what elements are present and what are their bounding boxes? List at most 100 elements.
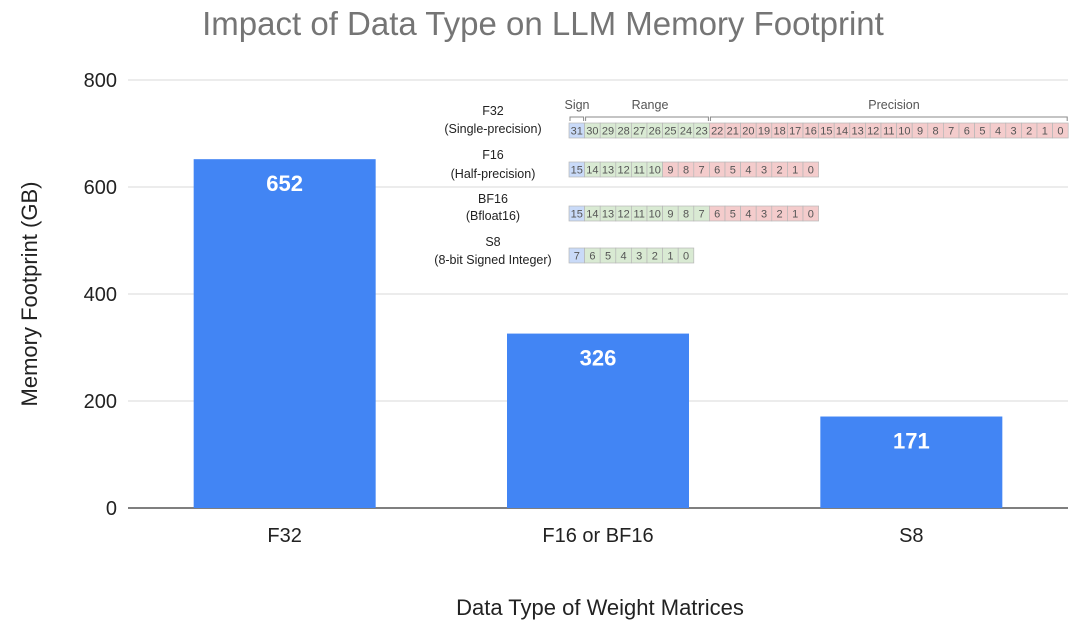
- bar-value-label: 652: [266, 171, 303, 196]
- bar: [193, 159, 376, 508]
- bit-number: 6: [714, 165, 720, 177]
- bit-number: 15: [571, 165, 583, 177]
- bit-number: 25: [664, 126, 676, 138]
- bit-number: 0: [808, 209, 814, 221]
- format-name: BF16: [478, 192, 508, 206]
- bit-number: 1: [667, 251, 673, 263]
- y-tick-label: 200: [84, 391, 117, 413]
- bit-number: 26: [649, 126, 661, 138]
- bit-number: 13: [602, 209, 614, 221]
- bit-number: 2: [777, 165, 783, 177]
- bit-number: 8: [683, 165, 689, 177]
- bit-number: 9: [667, 165, 673, 177]
- bit-number: 10: [649, 209, 661, 221]
- bit-number: 23: [695, 126, 707, 138]
- bit-number: 1: [792, 165, 798, 177]
- bit-number: 6: [589, 251, 595, 263]
- bit-number: 15: [571, 209, 583, 221]
- chart-title: Impact of Data Type on LLM Memory Footpr…: [202, 5, 884, 42]
- bit-number: 7: [699, 165, 705, 177]
- bit-number: 0: [808, 165, 814, 177]
- bit-number: 20: [742, 126, 754, 138]
- bit-number: 3: [1011, 126, 1017, 138]
- x-axis-categories: F32 F16 or BF16 S8: [267, 525, 923, 547]
- bit-cell: [1052, 122, 1069, 139]
- bit-number: 6: [964, 126, 970, 138]
- y-tick-label: 600: [84, 177, 117, 199]
- bit-number: 10: [898, 126, 910, 138]
- bit-number: 14: [836, 126, 848, 138]
- bit-number: 12: [867, 126, 879, 138]
- bit-number: 8: [933, 126, 939, 138]
- y-tick-label: 0: [106, 498, 117, 520]
- bit-number: 21: [727, 126, 739, 138]
- bit-number: 7: [699, 209, 705, 221]
- bit-number: 5: [730, 165, 736, 177]
- format-name: F16: [482, 148, 504, 162]
- bit-number: 4: [745, 165, 751, 177]
- y-tick-label: 800: [84, 70, 117, 92]
- bit-number: 15: [820, 126, 832, 138]
- bit-number: 8: [683, 209, 689, 221]
- bit-number: 30: [586, 126, 598, 138]
- x-axis-title: Data Type of Weight Matrices: [456, 595, 744, 620]
- bit-number: 7: [948, 126, 954, 138]
- bit-number: 4: [621, 251, 627, 263]
- bit-number: 11: [633, 165, 644, 177]
- bit-number: 1: [1042, 126, 1048, 138]
- y-axis-title: Memory Footprint (GB): [17, 182, 42, 407]
- bit-number: 4: [745, 209, 751, 221]
- bit-number: 13: [602, 165, 614, 177]
- y-axis-ticks: 0 200 400 600 800: [84, 70, 117, 520]
- bit-number: 0: [683, 251, 689, 263]
- format-subname: (Bfloat16): [466, 209, 520, 223]
- bit-number: 19: [758, 126, 770, 138]
- bit-number: 14: [586, 165, 598, 177]
- bit-number: 10: [649, 165, 661, 177]
- bit-number: 2: [652, 251, 658, 263]
- bit-number: 4: [995, 126, 1001, 138]
- bit-number: 18: [773, 126, 785, 138]
- bit-number: 3: [636, 251, 642, 263]
- bit-number: 5: [730, 209, 736, 221]
- bit-number: 5: [605, 251, 611, 263]
- format-subname: (8-bit Signed Integer): [434, 253, 551, 267]
- precision-segment-label: Precision: [868, 98, 919, 112]
- bar-value-label: 171: [893, 429, 930, 454]
- format-subname: (Single-precision): [444, 122, 541, 136]
- bit-number: 27: [633, 126, 645, 138]
- bit-number: 13: [851, 126, 863, 138]
- bit-number: 16: [805, 126, 817, 138]
- x-tick-label: S8: [899, 525, 923, 547]
- bit-number: 2: [1026, 126, 1032, 138]
- bit-number: 11: [883, 126, 894, 138]
- bit-cell: [802, 205, 819, 222]
- bit-number: 31: [571, 126, 583, 138]
- range-segment-label: Range: [632, 98, 669, 112]
- bar-value-label: 326: [580, 346, 617, 371]
- bit-number: 6: [714, 209, 720, 221]
- x-tick-label: F16 or BF16: [542, 525, 653, 547]
- bit-number: 12: [617, 165, 629, 177]
- precision-bracket: [709, 116, 1068, 121]
- bit-number: 22: [711, 126, 723, 138]
- bit-number: 9: [667, 209, 673, 221]
- bit-number: 5: [979, 126, 985, 138]
- range-bracket: [585, 116, 709, 121]
- format-name: S8: [485, 235, 500, 249]
- bar: [820, 416, 1003, 508]
- bit-cell: [677, 247, 695, 264]
- bit-number: 12: [617, 209, 629, 221]
- sign-segment-label: Sign: [564, 98, 589, 112]
- bit-number: 29: [602, 126, 614, 138]
- bit-number: 11: [633, 209, 644, 221]
- bit-number: 3: [761, 165, 767, 177]
- sign-bracket: [569, 116, 585, 121]
- bit-number: 17: [789, 126, 801, 138]
- bit-cell: [802, 161, 819, 178]
- bit-number: 28: [617, 126, 629, 138]
- x-tick-label: F32: [267, 525, 301, 547]
- format-subname: (Half-precision): [451, 167, 536, 181]
